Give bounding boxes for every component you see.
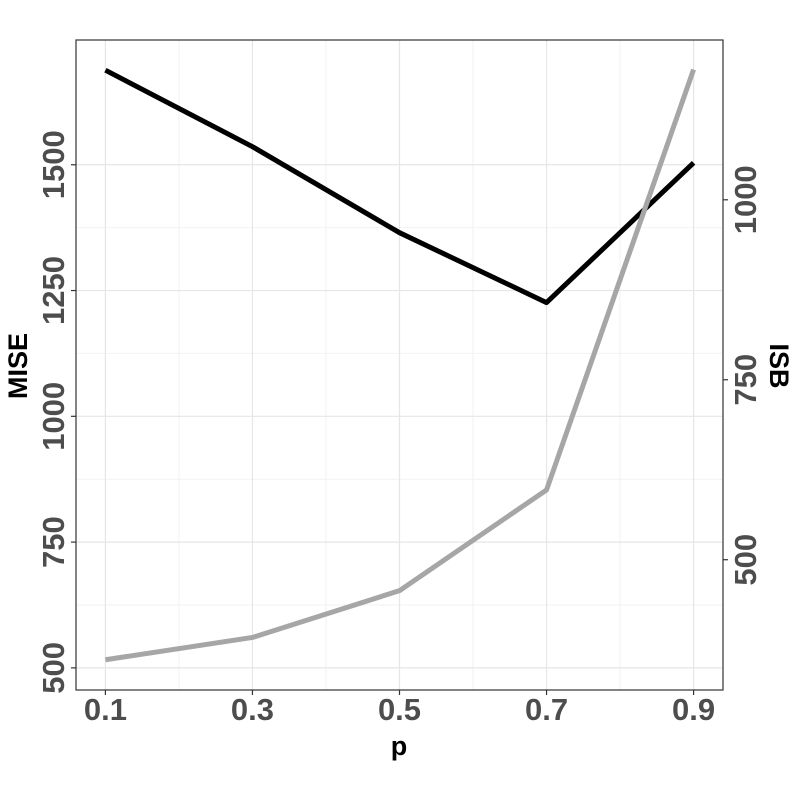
x-tick-label: 0.9 <box>672 692 715 727</box>
y-tick-label: 500 <box>36 642 71 694</box>
y2-axis-title: ISB <box>764 343 794 388</box>
y-tick-label: 1500 <box>36 130 71 199</box>
y2-tick-label: 1000 <box>728 165 763 234</box>
x-tick-label: 0.5 <box>378 692 421 727</box>
y2-tick-label: 500 <box>728 534 763 586</box>
y-tick-label: 1250 <box>36 256 71 325</box>
y-axis-title: MISE <box>3 333 33 399</box>
series-line <box>104 67 696 306</box>
x-axis-title: p <box>391 731 408 761</box>
x-tick-label: 0.3 <box>231 692 274 727</box>
y-tick-label: 1000 <box>36 382 71 451</box>
y-tick-label: 750 <box>36 516 71 568</box>
y2-tick-label: 750 <box>728 354 763 406</box>
x-tick-label: 0.7 <box>525 692 568 727</box>
x-tick-label: 0.1 <box>84 692 127 727</box>
plot-border <box>75 39 724 691</box>
series-line <box>105 68 696 663</box>
